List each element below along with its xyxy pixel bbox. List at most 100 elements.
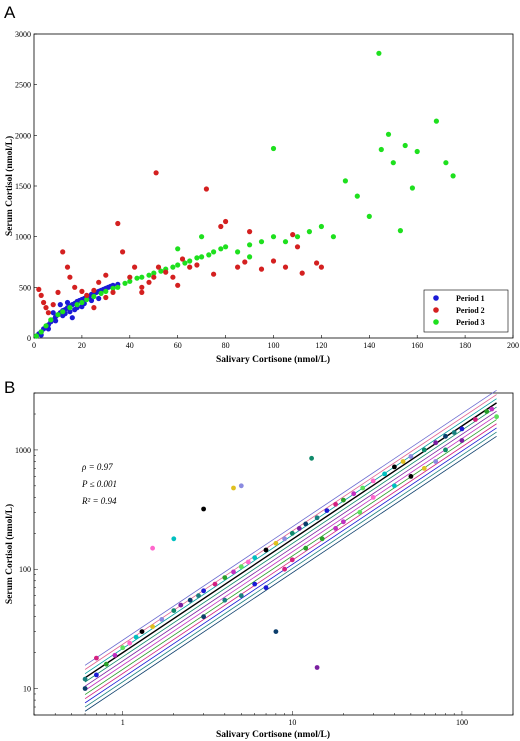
panel-b-regression-lines xyxy=(84,390,497,712)
panel-b-points xyxy=(82,406,499,691)
point-subject xyxy=(433,440,439,446)
x-tick-label: 10 xyxy=(288,718,296,727)
y-tick-label: 1000 xyxy=(15,233,31,242)
point-period-3 xyxy=(127,278,133,284)
point-subject xyxy=(171,608,177,613)
point-period-1 xyxy=(96,295,102,302)
point-period-1 xyxy=(88,297,95,304)
point-subject xyxy=(238,564,244,570)
point-period-3 xyxy=(247,242,253,248)
point-subject xyxy=(201,588,207,594)
point-period-2 xyxy=(127,274,133,280)
x-tick-label: 1 xyxy=(121,718,125,727)
point-period-2 xyxy=(45,310,52,316)
point-period-3 xyxy=(258,239,265,245)
panel-b-chart: 1 10 100 10 100 1000 ρ = 0.97 P ≤ 0.001 R² = … xyxy=(4,390,514,740)
point-period-2 xyxy=(282,264,289,270)
point-period-2 xyxy=(43,305,49,311)
point-period-3 xyxy=(318,223,324,230)
point-period-3 xyxy=(409,185,415,191)
point-period-2 xyxy=(242,259,248,265)
point-period-2 xyxy=(36,286,42,292)
panel-a-ticks: 0 20 40 60 80 100 120 140 160 180 2000500100015002… xyxy=(15,30,519,350)
point-period-3 xyxy=(306,229,312,235)
point-period-2 xyxy=(139,284,145,290)
regression-line xyxy=(84,415,497,691)
point-subject xyxy=(178,602,184,608)
legend-marker-period3 xyxy=(433,319,439,325)
point-period-3 xyxy=(98,290,104,296)
point-period-3 xyxy=(91,293,97,300)
point-period-3 xyxy=(146,272,152,278)
point-period-2 xyxy=(103,294,109,301)
point-period-1 xyxy=(53,318,59,324)
point-subject xyxy=(201,614,207,620)
point-period-2 xyxy=(258,266,265,272)
point-subject xyxy=(273,540,279,546)
x-tick-label: 100 xyxy=(268,341,280,350)
point-period-2 xyxy=(41,299,47,306)
point-subject xyxy=(473,417,478,422)
point-period-3 xyxy=(330,234,336,240)
point-period-2 xyxy=(120,249,126,255)
point-period-2 xyxy=(187,264,193,270)
point-period-2 xyxy=(314,260,320,266)
point-subject xyxy=(421,466,427,471)
point-subject xyxy=(82,686,88,691)
x-tick-label: 100 xyxy=(456,718,468,727)
point-period-1 xyxy=(50,310,56,316)
point-subject xyxy=(296,526,302,531)
point-subject xyxy=(459,438,465,443)
point-period-2 xyxy=(55,289,61,295)
x-tick-label: 140 xyxy=(363,341,375,350)
point-period-2 xyxy=(151,274,157,280)
point-period-2 xyxy=(132,264,138,270)
point-subject xyxy=(222,597,228,603)
point-subject xyxy=(314,665,320,670)
point-period-2 xyxy=(72,284,78,290)
point-period-2 xyxy=(60,249,66,255)
y-tick-label: 2000 xyxy=(15,131,31,140)
point-subject xyxy=(341,519,346,525)
point-subject xyxy=(150,624,156,630)
point-period-2 xyxy=(84,292,90,298)
point-subject xyxy=(324,508,330,513)
point-period-2 xyxy=(211,271,217,277)
point-period-3 xyxy=(223,244,229,250)
point-subject xyxy=(494,414,499,420)
point-period-3 xyxy=(43,323,49,329)
panel-b-letter: B xyxy=(4,378,15,397)
y-tick-label: 0 xyxy=(27,334,31,343)
point-subject xyxy=(263,585,269,591)
y-tick-label: 10 xyxy=(23,685,31,694)
x-tick-label: 180 xyxy=(459,341,471,350)
regression-line xyxy=(84,402,497,679)
regression-line xyxy=(84,390,497,666)
point-period-2 xyxy=(175,282,181,288)
point-period-3 xyxy=(270,234,277,240)
point-subject xyxy=(201,506,207,512)
point-subject xyxy=(289,530,295,536)
point-period-3 xyxy=(55,312,61,318)
point-subject xyxy=(263,547,269,553)
panel-a-xlabel: Salivary Cortisone (nmol/L) xyxy=(216,354,330,365)
point-period-3 xyxy=(74,302,80,308)
point-period-3 xyxy=(342,178,348,184)
point-period-3 xyxy=(282,239,289,245)
point-subject xyxy=(252,581,258,587)
point-subject xyxy=(392,483,397,489)
point-period-2 xyxy=(38,292,44,298)
x-tick-label: 40 xyxy=(126,341,134,350)
point-period-3 xyxy=(175,262,181,268)
point-subject xyxy=(421,447,427,453)
point-subject xyxy=(139,629,145,634)
panel-a-legend: Period 1 Period 2 Period 3 xyxy=(423,289,509,333)
point-period-1 xyxy=(69,315,75,321)
point-subject xyxy=(171,536,177,542)
point-period-2 xyxy=(270,258,277,264)
point-period-3 xyxy=(48,317,54,323)
x-tick-label: 200 xyxy=(507,341,519,350)
point-period-3 xyxy=(450,173,456,179)
point-subject xyxy=(133,634,139,640)
x-tick-label: 0 xyxy=(32,341,36,350)
